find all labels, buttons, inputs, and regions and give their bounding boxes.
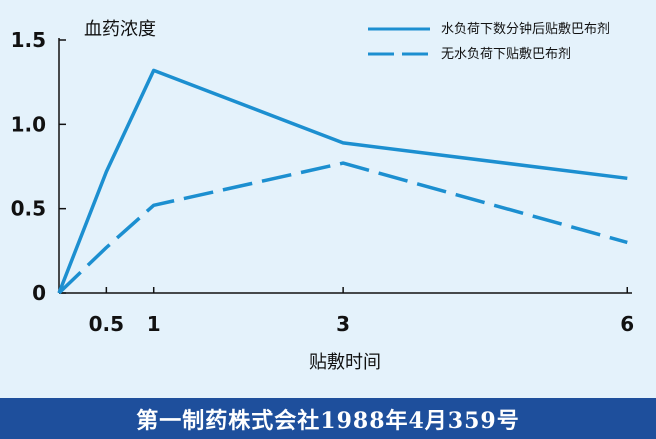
source-caption-bar: 第一制药株式会社1988年4月359号 [0, 398, 656, 439]
legend-label-series-1: 水负荷下数分钟后贴敷巴布剂 [441, 21, 610, 37]
source-caption: 第一制药株式会社1988年4月359号 [136, 407, 520, 434]
chart-area: 1.5 1.0 0.5 0 0.5 1 3 6 血药浓度 贴敷时间 水负荷下数分钟后贴敷巴布… [11, 19, 635, 373]
line-chart: 1.5 1.0 0.5 0 0.5 1 3 6 血药浓度 贴敷时间 水负荷下数分钟后贴敷巴布… [11, 19, 635, 373]
x-tick-label: 6 [620, 312, 634, 336]
legend-label-series-2: 无水负荷下贴敷巴布剂 [441, 47, 571, 62]
x-tick-label: 1 [147, 312, 161, 336]
series-line-dashed [57, 161, 628, 295]
x-tick-label: 0.5 [89, 312, 124, 336]
legend: 水负荷下数分钟后贴敷巴布剂 无水负荷下贴敷巴布剂 [368, 21, 610, 62]
x-tick-label: 3 [336, 312, 350, 336]
y-tick-label: 0 [32, 281, 46, 305]
y-tick-label: 1.0 [11, 112, 46, 136]
y-axis-title: 血药浓度 [84, 19, 156, 40]
series-layer [57, 68, 628, 295]
y-tick-group: 1.5 1.0 0.5 0 [11, 28, 66, 305]
y-tick-label: 1.5 [11, 28, 46, 52]
y-tick-label: 0.5 [11, 197, 46, 221]
x-tick-group: 0.5 1 3 6 [89, 287, 634, 336]
series-line-solid [57, 68, 628, 294]
x-axis-title: 贴敷时间 [309, 352, 381, 373]
